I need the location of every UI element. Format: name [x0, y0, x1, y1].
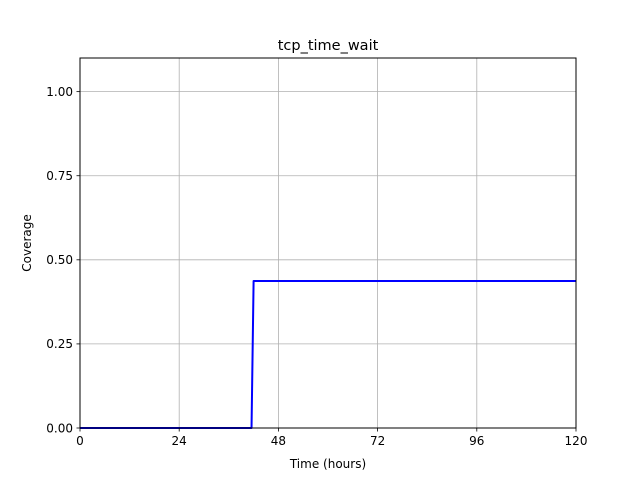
- x-axis-ticks: 0 24 48 72 96 120: [76, 428, 587, 448]
- y-tick-label: 0.25: [46, 337, 73, 351]
- plot-frame: [79, 57, 577, 429]
- x-tick-label: 120: [565, 434, 588, 448]
- series-layer: [80, 280, 576, 429]
- x-tick-label: 96: [469, 434, 484, 448]
- y-axis-ticks: 0.00 0.25 0.50 0.75 1.00: [46, 85, 80, 435]
- y-tick-label: 0.75: [46, 169, 73, 183]
- chart-title: tcp_time_wait: [278, 38, 379, 54]
- coverage-series-line: [80, 280, 576, 429]
- x-axis-label: Time (hours): [289, 457, 366, 471]
- x-tick-label: 48: [271, 434, 286, 448]
- y-axis-label: Coverage: [20, 214, 34, 272]
- y-tick-label: 0.00: [46, 421, 73, 435]
- x-tick-label: 24: [172, 434, 187, 448]
- grid-lines: [79, 58, 577, 429]
- y-tick-label: 1.00: [46, 85, 73, 99]
- y-tick-label: 0.50: [46, 253, 73, 267]
- x-tick-label: 72: [370, 434, 385, 448]
- x-tick-label: 0: [76, 434, 84, 448]
